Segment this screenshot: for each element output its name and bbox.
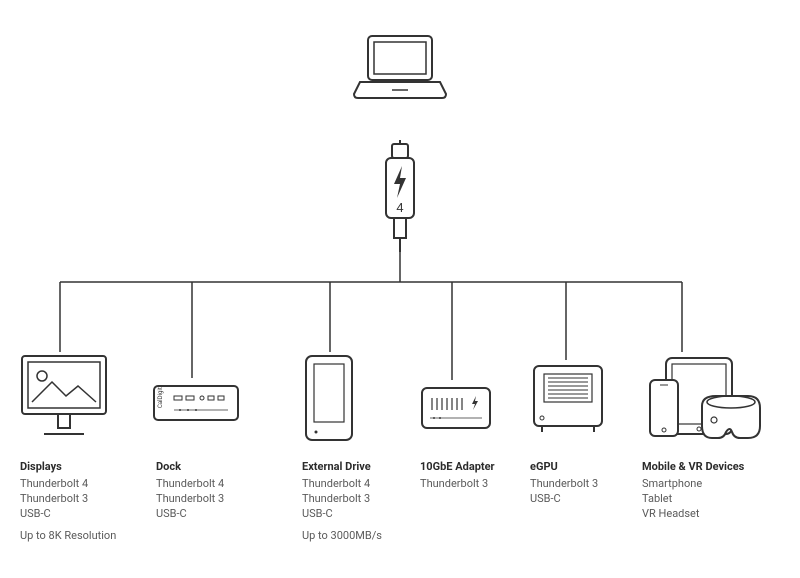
title: 10GbE Adapter bbox=[420, 460, 530, 475]
title: Mobile & VR Devices bbox=[642, 460, 792, 475]
label-dock: Dock Thunderbolt 4 Thunderbolt 3 USB-C bbox=[156, 460, 266, 521]
external-drive-icon bbox=[300, 352, 358, 448]
svg-text:CalDigit: CalDigit bbox=[157, 387, 164, 408]
title: Dock bbox=[156, 460, 266, 475]
line: USB-C bbox=[20, 507, 150, 522]
extra: Up to 8K Resolution bbox=[20, 529, 150, 544]
title: External Drive bbox=[302, 460, 422, 475]
title: Displays bbox=[20, 460, 150, 475]
extra: Up to 3000MB/s bbox=[302, 529, 422, 544]
line: Thunderbolt 3 bbox=[20, 492, 150, 507]
thunderbolt-connector-icon: 4 bbox=[382, 140, 418, 256]
line: USB-C bbox=[302, 507, 422, 522]
display-icon bbox=[18, 352, 110, 446]
title: eGPU bbox=[530, 460, 640, 475]
ethernet-adapter-icon bbox=[418, 380, 494, 440]
connector-label: 4 bbox=[396, 200, 403, 215]
label-mobile-vr: Mobile & VR Devices Smartphone Tablet VR… bbox=[642, 460, 792, 521]
label-egpu: eGPU Thunderbolt 3 USB-C bbox=[530, 460, 640, 507]
egpu-icon bbox=[528, 360, 608, 440]
laptop-icon bbox=[350, 32, 450, 108]
line: Thunderbolt 4 bbox=[302, 477, 422, 492]
mobile-vr-icon bbox=[636, 352, 764, 448]
line: Smartphone bbox=[642, 477, 792, 492]
line: Thunderbolt 3 bbox=[420, 477, 530, 492]
dock-icon: CalDigit bbox=[152, 378, 240, 432]
label-10gbe: 10GbE Adapter Thunderbolt 3 bbox=[420, 460, 530, 492]
line: VR Headset bbox=[642, 507, 792, 522]
line: Thunderbolt 3 bbox=[156, 492, 266, 507]
line: USB-C bbox=[530, 492, 640, 507]
line: Thunderbolt 4 bbox=[20, 477, 150, 492]
line: Thunderbolt 3 bbox=[302, 492, 422, 507]
label-displays: Displays Thunderbolt 4 Thunderbolt 3 USB… bbox=[20, 460, 150, 544]
line: Thunderbolt 4 bbox=[156, 477, 266, 492]
line: Tablet bbox=[642, 492, 792, 507]
thunderbolt-topology-diagram: 4 CalDigit bbox=[0, 0, 800, 578]
line: USB-C bbox=[156, 507, 266, 522]
label-external-drive: External Drive Thunderbolt 4 Thunderbolt… bbox=[302, 460, 422, 544]
line: Thunderbolt 3 bbox=[530, 477, 640, 492]
